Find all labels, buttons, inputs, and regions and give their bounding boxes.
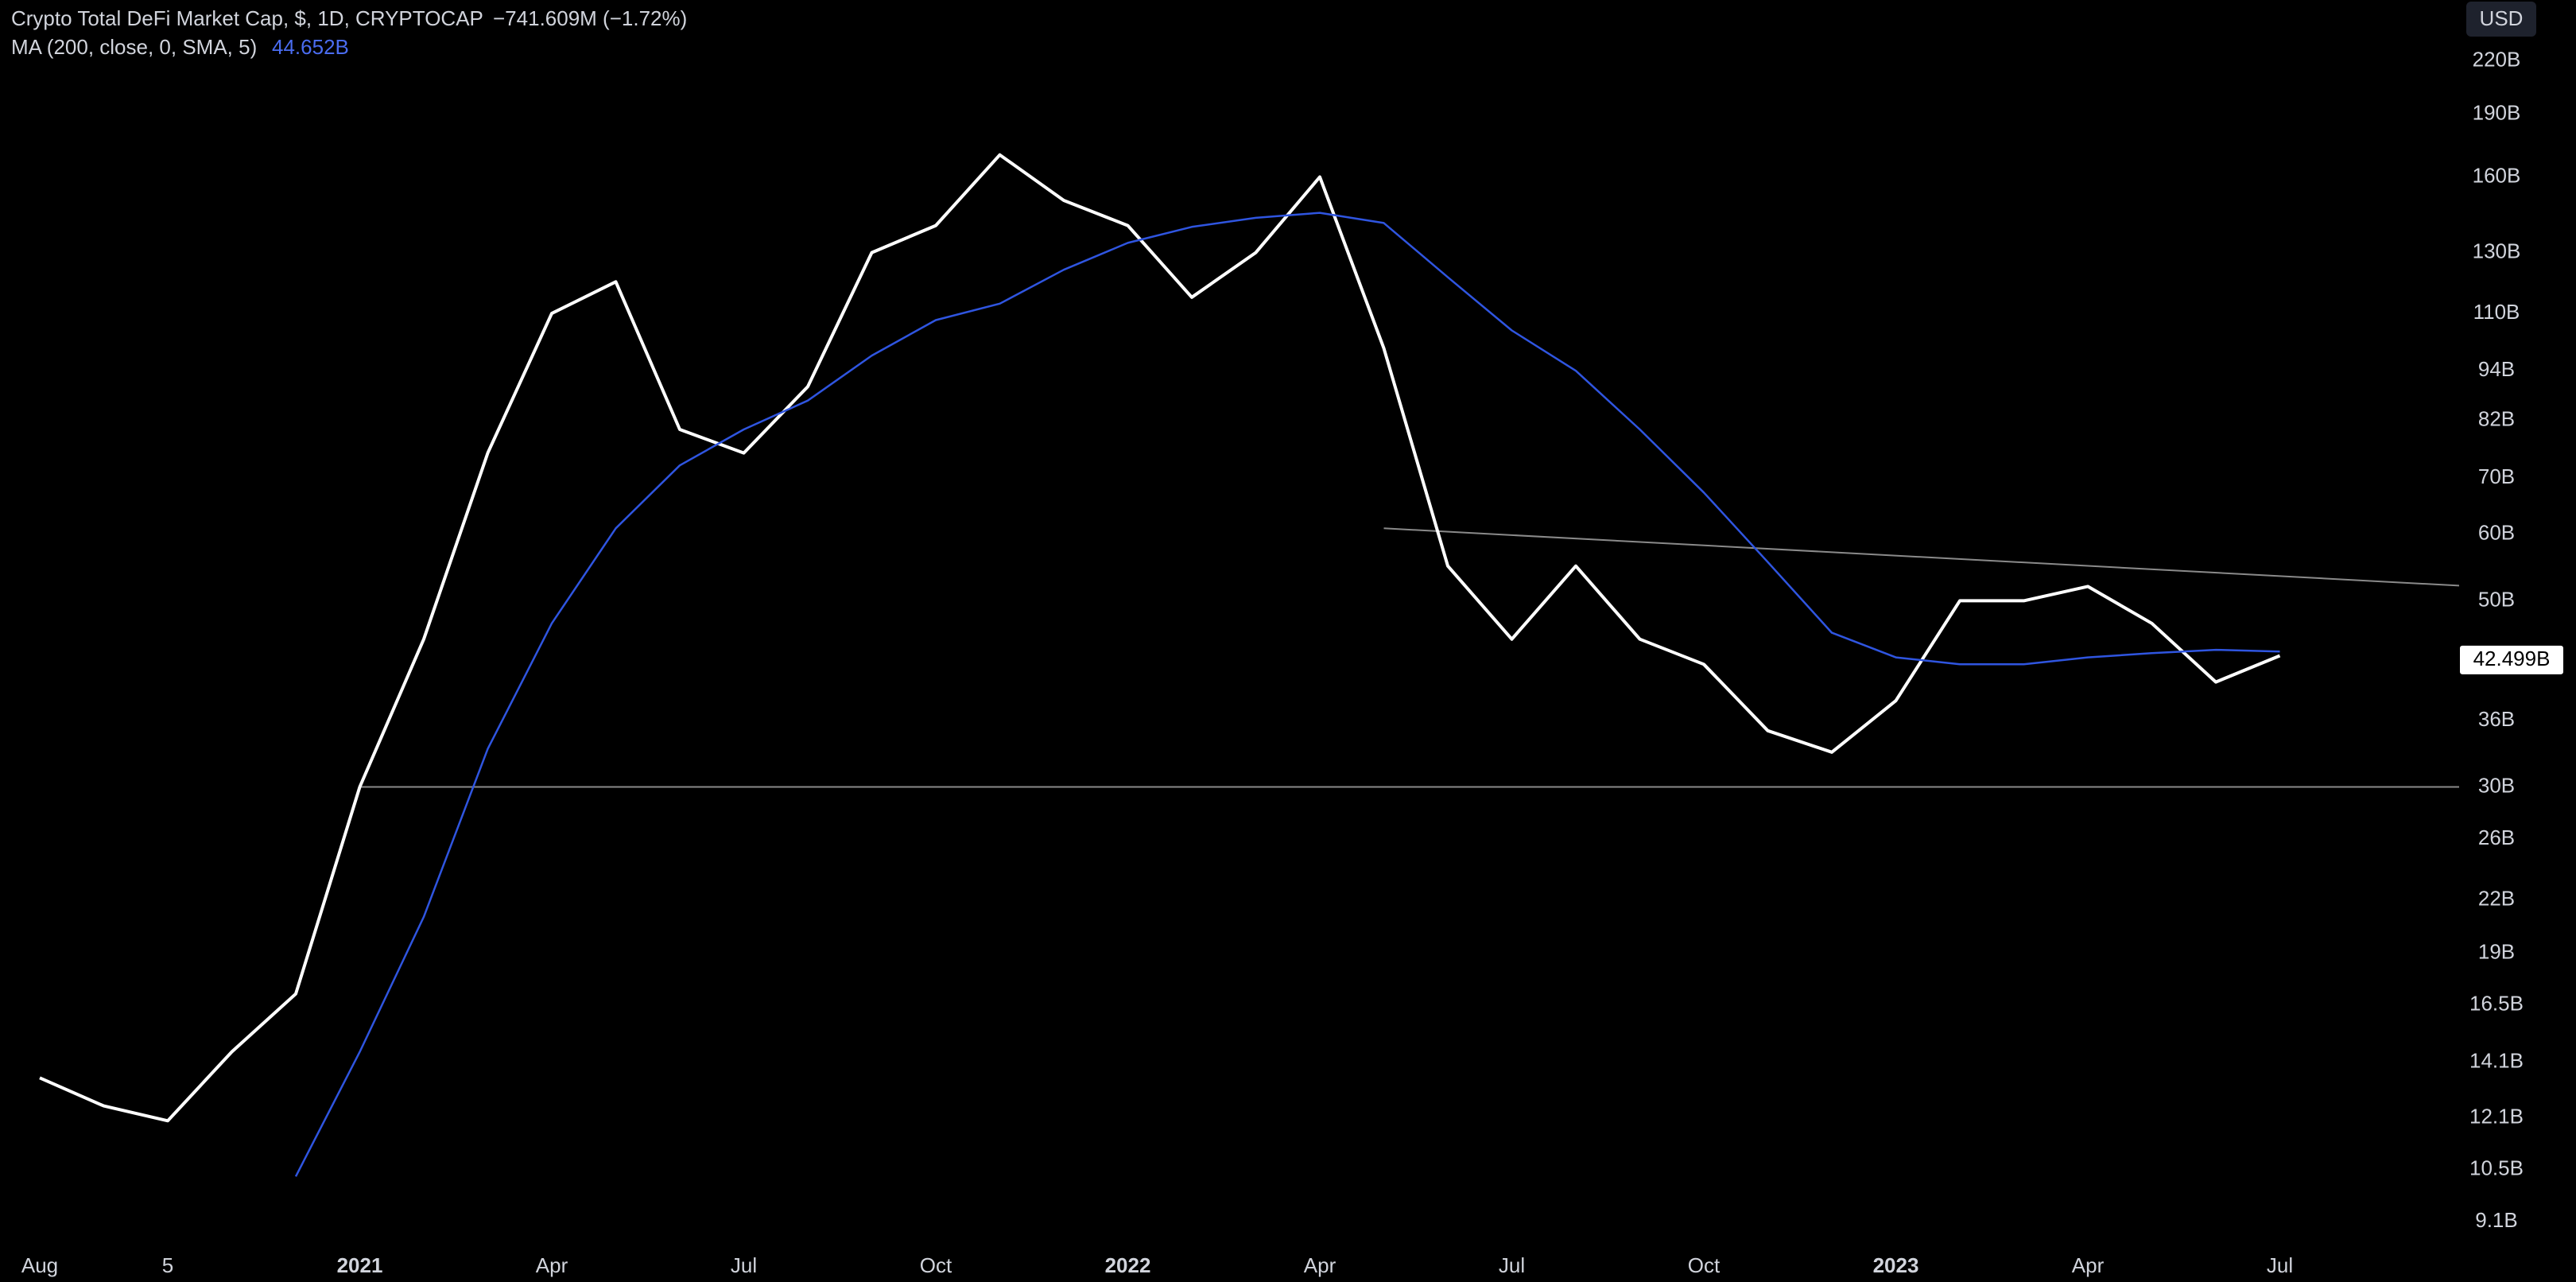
y-tick-label: 26B	[2478, 826, 2515, 849]
last-value-label: 42.499B	[2473, 647, 2551, 670]
x-tick-label: Apr	[536, 1253, 568, 1277]
y-tick-label: 12.1B	[2469, 1104, 2524, 1128]
x-tick-label: Jul	[731, 1253, 757, 1277]
y-tick-label: 94B	[2478, 357, 2515, 381]
x-tick-label: 2022	[1105, 1253, 1151, 1277]
x-tick-label: 2023	[1873, 1253, 1919, 1277]
y-tick-label: 10.5B	[2469, 1156, 2524, 1179]
y-tick-label: 82B	[2478, 407, 2515, 431]
y-tick-label: 220B	[2473, 47, 2521, 71]
x-tick-label: Jul	[1499, 1253, 1525, 1277]
y-tick-label: 190B	[2473, 101, 2521, 125]
currency-label[interactable]: USD	[2480, 6, 2524, 30]
y-tick-label: 36B	[2478, 707, 2515, 731]
y-tick-label: 130B	[2473, 239, 2521, 262]
x-tick-label: Apr	[2072, 1253, 2105, 1277]
change-label: −741.609M (−1.72%)	[493, 6, 687, 30]
y-tick-label: 14.1B	[2469, 1048, 2524, 1072]
y-tick-label: 16.5B	[2469, 991, 2524, 1015]
y-tick-label: 60B	[2478, 521, 2515, 545]
x-tick-label: Oct	[920, 1253, 952, 1277]
last-value-box	[2460, 645, 2563, 674]
chart-title: Crypto Total DeFi Market Cap, $, 1D, CRY…	[11, 6, 483, 30]
x-tick-label: Oct	[1688, 1253, 1721, 1277]
y-tick-label: 110B	[2473, 300, 2520, 324]
ma-legend: MA (200, close, 0, SMA, 5)	[11, 35, 257, 59]
x-tick-label: Jul	[2267, 1253, 2293, 1277]
x-tick-label: 5	[162, 1253, 173, 1277]
series-line	[39, 153, 2281, 1123]
y-tick-label: 19B	[2478, 940, 2515, 964]
ma-value: 44.652B	[272, 35, 349, 59]
y-tick-label: 70B	[2478, 464, 2515, 488]
x-tick-label: Apr	[1304, 1253, 1336, 1277]
y-tick-label: 9.1B	[2475, 1208, 2518, 1232]
y-tick-label: 30B	[2478, 773, 2515, 797]
trend-line	[1383, 527, 2460, 587]
y-tick-label: 160B	[2473, 163, 2521, 187]
y-tick-label: 50B	[2478, 587, 2515, 611]
x-tick-label: Aug	[21, 1253, 58, 1277]
x-tick-label: 2021	[337, 1253, 383, 1277]
series-line	[294, 212, 2280, 1177]
currency-button[interactable]	[2466, 2, 2536, 37]
y-tick-label: 22B	[2478, 886, 2515, 910]
